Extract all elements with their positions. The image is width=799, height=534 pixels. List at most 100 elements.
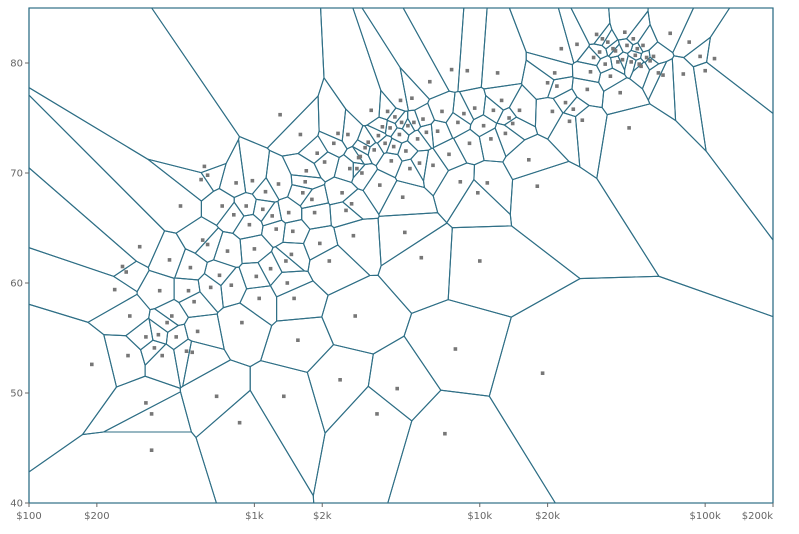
- data-point[interactable]: [447, 152, 451, 157]
- voronoi-cell[interactable]: [220, 266, 248, 309]
- data-point[interactable]: [393, 115, 397, 119]
- voronoi-cell[interactable]: [377, 212, 448, 267]
- data-point[interactable]: [270, 214, 274, 218]
- data-point[interactable]: [240, 320, 244, 325]
- data-point[interactable]: [406, 123, 410, 128]
- data-point[interactable]: [186, 288, 191, 293]
- voronoi-cell[interactable]: [265, 149, 293, 201]
- data-point[interactable]: [274, 227, 278, 231]
- voronoi-cell[interactable]: [547, 112, 581, 168]
- data-point[interactable]: [229, 283, 234, 287]
- data-point[interactable]: [160, 353, 164, 358]
- data-point[interactable]: [412, 120, 416, 125]
- data-point[interactable]: [478, 259, 482, 263]
- data-point[interactable]: [631, 37, 636, 41]
- data-point[interactable]: [618, 90, 622, 95]
- data-point[interactable]: [472, 106, 477, 110]
- data-point[interactable]: [315, 151, 319, 155]
- voronoi-cell[interactable]: [151, 7, 325, 149]
- voronoi-cell[interactable]: [375, 152, 403, 179]
- data-point[interactable]: [360, 171, 364, 175]
- voronoi-cell[interactable]: [571, 60, 602, 83]
- data-point[interactable]: [510, 121, 515, 126]
- voronoi-cell[interactable]: [306, 344, 374, 434]
- data-point[interactable]: [184, 349, 189, 353]
- data-point[interactable]: [400, 195, 405, 199]
- data-point[interactable]: [232, 213, 236, 217]
- data-point[interactable]: [372, 148, 376, 152]
- data-point[interactable]: [462, 111, 466, 116]
- data-point[interactable]: [623, 30, 627, 34]
- data-point[interactable]: [152, 346, 157, 350]
- data-point[interactable]: [545, 81, 550, 85]
- data-point[interactable]: [195, 329, 200, 334]
- data-point[interactable]: [285, 281, 290, 285]
- data-point[interactable]: [376, 133, 381, 138]
- data-point[interactable]: [244, 204, 248, 208]
- data-point[interactable]: [489, 137, 493, 141]
- voronoi-cell[interactable]: [28, 247, 138, 323]
- data-point[interactable]: [282, 394, 286, 399]
- data-point[interactable]: [410, 96, 414, 100]
- data-point[interactable]: [112, 287, 117, 292]
- voronoi-cell[interactable]: [144, 343, 182, 389]
- voronoi-cell[interactable]: [178, 291, 219, 318]
- voronoi-cell[interactable]: [494, 122, 526, 158]
- data-point[interactable]: [90, 362, 94, 367]
- data-point[interactable]: [220, 204, 224, 208]
- data-point[interactable]: [278, 112, 282, 117]
- voronoi-cell[interactable]: [402, 7, 465, 93]
- data-point[interactable]: [633, 53, 638, 58]
- data-point[interactable]: [417, 161, 422, 165]
- voronoi-cell[interactable]: [480, 7, 527, 90]
- data-point[interactable]: [458, 180, 463, 184]
- data-point[interactable]: [600, 37, 605, 41]
- data-point[interactable]: [597, 50, 602, 54]
- data-point[interactable]: [292, 296, 296, 301]
- voronoi-cell[interactable]: [87, 293, 151, 337]
- data-point[interactable]: [419, 255, 424, 260]
- voronoi-cell[interactable]: [342, 188, 380, 220]
- data-point[interactable]: [214, 394, 219, 399]
- data-point[interactable]: [174, 335, 178, 339]
- data-point[interactable]: [698, 54, 702, 59]
- data-point[interactable]: [395, 386, 399, 391]
- voronoi-cell[interactable]: [367, 335, 442, 422]
- data-point[interactable]: [157, 288, 162, 293]
- voronoi-cell[interactable]: [361, 7, 450, 100]
- voronoi-cell[interactable]: [432, 162, 476, 224]
- voronoi-cell[interactable]: [488, 275, 774, 504]
- voronoi-cell[interactable]: [641, 60, 668, 101]
- data-point[interactable]: [421, 117, 425, 121]
- data-point[interactable]: [485, 181, 490, 185]
- data-point[interactable]: [375, 412, 379, 416]
- data-point[interactable]: [424, 130, 429, 135]
- voronoi-cell[interactable]: [301, 202, 332, 230]
- data-point[interactable]: [588, 70, 593, 74]
- voronoi-cell[interactable]: [28, 87, 202, 234]
- data-point[interactable]: [276, 182, 281, 186]
- voronoi-cell[interactable]: [672, 7, 731, 59]
- data-point[interactable]: [192, 299, 196, 304]
- data-point[interactable]: [261, 207, 265, 212]
- data-point[interactable]: [149, 448, 154, 452]
- voronoi-cell[interactable]: [446, 179, 513, 229]
- data-point[interactable]: [397, 132, 402, 137]
- data-point[interactable]: [303, 180, 307, 184]
- voronoi-cell[interactable]: [270, 246, 305, 273]
- voronoi-cell[interactable]: [427, 90, 456, 124]
- voronoi-cell[interactable]: [508, 7, 575, 66]
- data-point[interactable]: [712, 56, 717, 61]
- voronoi-cell[interactable]: [299, 183, 330, 209]
- data-point[interactable]: [344, 208, 348, 213]
- data-point[interactable]: [247, 222, 252, 227]
- data-point[interactable]: [289, 252, 294, 257]
- data-point[interactable]: [540, 371, 545, 375]
- voronoi-cell[interactable]: [81, 375, 182, 436]
- data-point[interactable]: [703, 68, 707, 73]
- data-point[interactable]: [668, 31, 672, 36]
- voronoi-cell[interactable]: [218, 138, 247, 199]
- data-point[interactable]: [476, 191, 480, 195]
- data-point[interactable]: [398, 98, 403, 103]
- data-point[interactable]: [332, 141, 336, 146]
